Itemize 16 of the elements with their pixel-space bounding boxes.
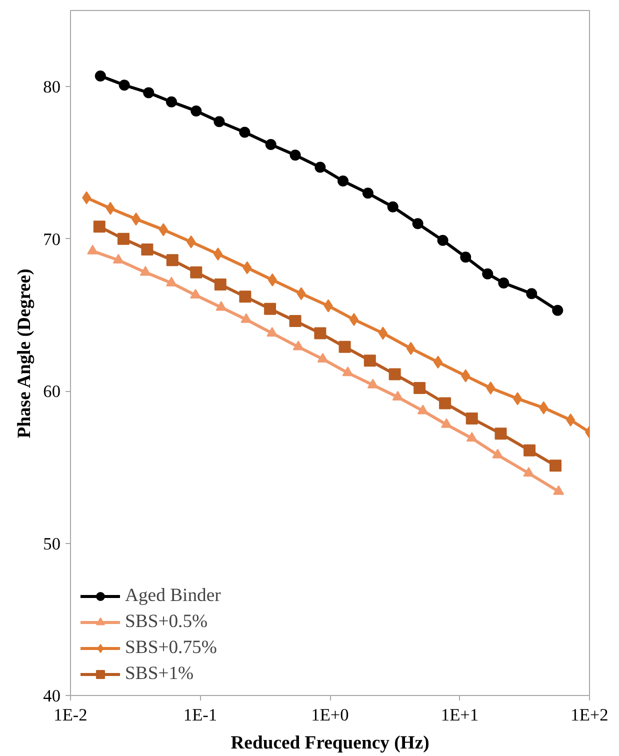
legend-label: Aged Binder: [125, 585, 221, 607]
legend-label: SBS+0.75%: [125, 637, 217, 659]
x-tick-label: 1E-2: [54, 706, 88, 724]
y-axis-title: Phase Angle (Degree): [14, 268, 36, 438]
y-tick-label: 60: [43, 382, 60, 402]
legend-label: SBS+0.5%: [125, 611, 208, 633]
legend-label: SBS+1%: [125, 663, 194, 685]
x-tick-label: 1E+0: [311, 706, 349, 724]
x-axis-title: Reduced Frequency (Hz): [230, 732, 430, 754]
x-tick-label: 1E-1: [183, 706, 218, 724]
y-tick-label: 50: [43, 534, 60, 554]
y-tick-label: 70: [43, 230, 60, 249]
x-tick-label: 1E+1: [440, 706, 479, 724]
y-tick-label: 80: [43, 78, 60, 97]
y-tick-label: 40: [43, 686, 60, 706]
x-tick-label: 1E+2: [570, 706, 608, 724]
